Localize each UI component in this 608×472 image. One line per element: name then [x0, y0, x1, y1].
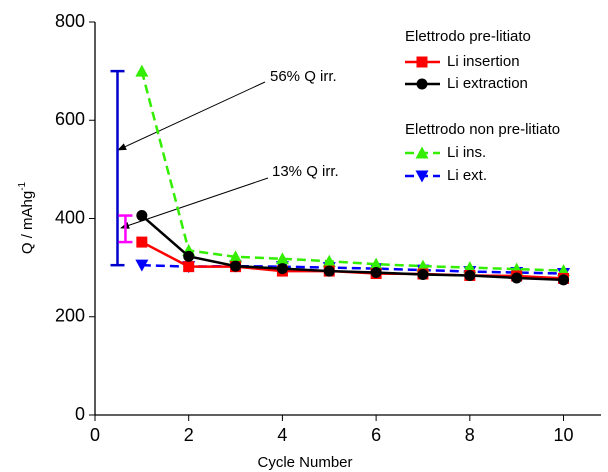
series-line: [141, 214, 564, 282]
marker: [183, 261, 195, 273]
x-axis-label: Cycle Number: [257, 454, 352, 471]
annotation: 13% Q irr.: [272, 163, 339, 180]
marker: [183, 250, 195, 262]
marker: [229, 250, 243, 263]
legend-marker: [415, 146, 429, 159]
legend-marker: [415, 170, 429, 183]
arrow: [117, 81, 266, 151]
marker: [275, 252, 289, 265]
marker: [276, 263, 288, 275]
x-tick-label: 2: [184, 425, 194, 445]
y-tick-label: 600: [55, 109, 85, 129]
marker: [323, 265, 335, 277]
y-tick-label: 200: [55, 306, 85, 326]
legend-label: Li insertion: [447, 53, 520, 70]
legend-title: Elettrodo pre-litiato: [405, 28, 531, 45]
marker: [136, 236, 148, 248]
marker: [511, 272, 523, 284]
x-tick-label: 6: [371, 425, 381, 445]
y-tick-label: 400: [55, 207, 85, 227]
marker: [464, 269, 476, 281]
x-tick-label: 8: [465, 425, 475, 445]
legend-label: Li extraction: [447, 75, 528, 92]
annotation: 56% Q irr.: [270, 68, 337, 85]
marker: [135, 64, 149, 77]
series-line: [140, 70, 564, 272]
x-tick-label: 10: [554, 425, 574, 445]
legend-label: Li ins.: [447, 144, 486, 161]
marker: [417, 269, 429, 281]
y-tick-label: 800: [55, 11, 85, 31]
x-tick-label: 4: [277, 425, 287, 445]
x-tick-label: 0: [90, 425, 100, 445]
legend-marker: [416, 56, 428, 68]
y-axis-label-sup: -1: [17, 181, 28, 190]
legend-label: Li ext.: [447, 167, 487, 184]
y-tick-label: 0: [75, 404, 85, 424]
marker: [136, 210, 148, 222]
marker: [369, 257, 383, 270]
y-axis-label-main: Q / mAhg: [19, 191, 36, 254]
legend-title: Elettrodo non pre-litiato: [405, 121, 560, 138]
legend-marker: [416, 78, 428, 90]
marker: [322, 254, 336, 267]
marker: [135, 259, 149, 272]
marker: [230, 260, 242, 272]
marker: [558, 274, 570, 286]
marker: [370, 267, 382, 279]
y-axis-label: Q / mAhg-1: [17, 181, 36, 254]
